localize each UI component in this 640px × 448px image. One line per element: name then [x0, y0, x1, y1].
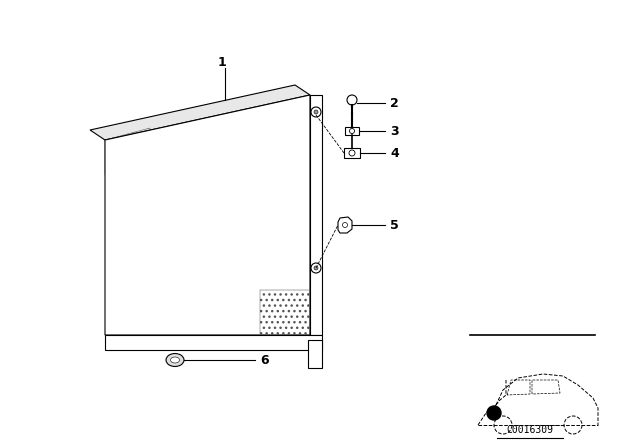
Circle shape: [342, 223, 348, 228]
FancyBboxPatch shape: [344, 148, 360, 158]
Ellipse shape: [166, 353, 184, 366]
Text: 6: 6: [260, 353, 269, 366]
Circle shape: [487, 406, 501, 420]
Circle shape: [347, 95, 357, 105]
Polygon shape: [105, 95, 310, 335]
Circle shape: [311, 263, 321, 273]
Polygon shape: [90, 85, 310, 140]
Text: C0016309: C0016309: [506, 425, 554, 435]
Ellipse shape: [170, 357, 179, 363]
Text: 4: 4: [390, 146, 399, 159]
Text: 3: 3: [390, 125, 399, 138]
Polygon shape: [310, 95, 322, 335]
Circle shape: [311, 107, 321, 117]
Circle shape: [349, 129, 355, 134]
Polygon shape: [105, 335, 322, 350]
Text: 1: 1: [218, 56, 227, 69]
Polygon shape: [338, 217, 352, 233]
Text: 2: 2: [390, 96, 399, 109]
Circle shape: [314, 266, 318, 270]
Circle shape: [349, 150, 355, 156]
Polygon shape: [308, 340, 322, 368]
Text: 5: 5: [390, 219, 399, 232]
Circle shape: [314, 110, 318, 114]
FancyBboxPatch shape: [345, 127, 359, 135]
